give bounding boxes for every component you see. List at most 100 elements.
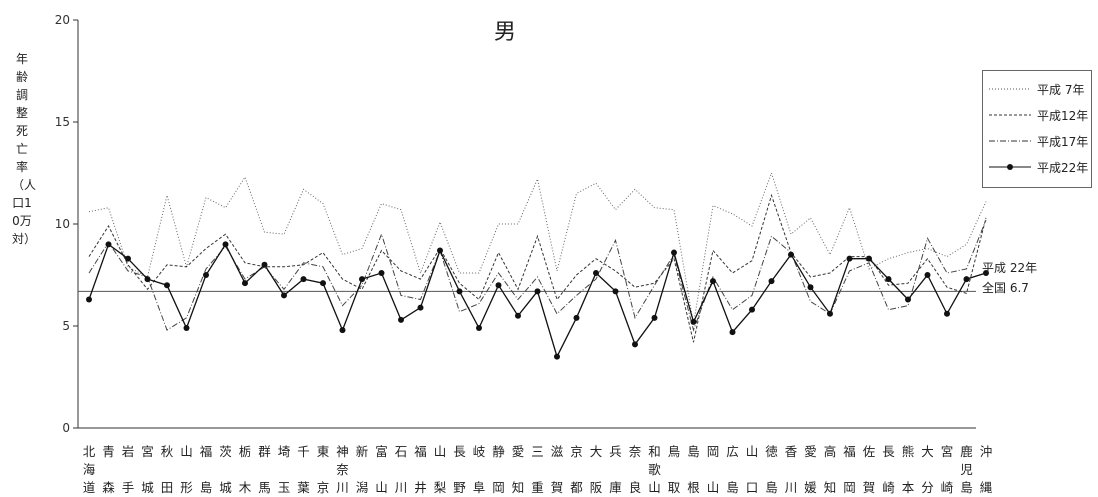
data-point xyxy=(456,288,463,295)
y-tick-label: 20 xyxy=(55,13,70,27)
x-tick-label: 高知 xyxy=(824,444,837,495)
data-point xyxy=(671,249,677,256)
x-tick-label: 栃木 xyxy=(239,444,252,495)
data-point xyxy=(164,282,170,289)
x-tick-label: 岩手 xyxy=(122,444,135,495)
data-point xyxy=(690,318,697,325)
x-tick-label: 山梨 xyxy=(434,444,447,495)
data-point xyxy=(827,310,833,317)
x-tick-label: 宮崎 xyxy=(941,444,954,495)
x-tick-label: 静岡 xyxy=(492,444,505,495)
data-point xyxy=(749,306,755,313)
x-tick-label: 三重 xyxy=(531,444,544,495)
data-point xyxy=(924,272,931,278)
y-tick-label: 10 xyxy=(55,217,70,231)
data-point xyxy=(944,310,950,317)
data-point xyxy=(437,247,443,254)
x-tick-label: 青森 xyxy=(102,444,115,495)
x-tick-label: 千葉 xyxy=(297,444,310,495)
data-point xyxy=(573,314,580,321)
x-tick-label: 福岡 xyxy=(843,444,856,495)
data-point xyxy=(144,276,151,283)
x-tick-label: 福井 xyxy=(414,444,427,495)
data-point xyxy=(593,269,599,276)
data-point xyxy=(203,272,209,278)
legend-label: 平成22年 xyxy=(1037,161,1089,175)
reference-label-value: 全国 6.7 xyxy=(982,281,1029,296)
data-point xyxy=(788,251,794,258)
legend-label: 平成 7年 xyxy=(1037,83,1085,97)
data-point xyxy=(86,296,92,303)
legend-label: 平成17年 xyxy=(1037,135,1089,149)
x-tick-label: 愛媛 xyxy=(804,444,817,495)
data-point xyxy=(905,296,911,303)
data-point xyxy=(105,241,112,248)
x-tick-label: 兵庫 xyxy=(609,444,622,495)
data-point xyxy=(534,288,541,295)
series-line-2 xyxy=(88,219,987,332)
x-tick-label: 富山 xyxy=(375,444,388,495)
data-point xyxy=(300,276,307,283)
data-point xyxy=(222,241,229,248)
x-tick-label: 東京 xyxy=(317,444,330,495)
data-point xyxy=(807,284,814,291)
x-tick-label: 岡山 xyxy=(707,444,720,495)
x-tick-label: 山口 xyxy=(746,444,759,495)
data-point xyxy=(866,255,872,262)
x-tick-label: 和歌山 xyxy=(648,444,661,495)
data-point xyxy=(651,314,658,321)
x-tick-label: 宮城 xyxy=(141,444,154,495)
data-point xyxy=(768,278,775,285)
data-point xyxy=(242,280,248,287)
x-tick-label: 佐賀 xyxy=(863,444,876,495)
x-tick-label: 北海道 xyxy=(83,444,96,495)
x-tick-label: 島根 xyxy=(687,444,700,495)
data-point xyxy=(476,325,482,332)
x-tick-label: 長野 xyxy=(453,444,466,495)
x-tick-label: 埼玉 xyxy=(278,444,291,495)
data-point xyxy=(632,341,638,348)
legend-label: 平成12年 xyxy=(1037,109,1089,123)
x-tick-label: 熊本 xyxy=(902,444,915,495)
legend-item-h17: 平成17年 xyxy=(989,131,1089,151)
x-tick-label: 石川 xyxy=(395,444,408,495)
x-tick-label: 福島 xyxy=(200,444,213,495)
data-point xyxy=(495,282,502,289)
data-point xyxy=(417,304,424,311)
x-tick-label: 山形 xyxy=(180,444,193,495)
x-tick-label: 大阪 xyxy=(590,444,603,495)
reference-label-year: 平成 22年 xyxy=(982,261,1038,276)
data-point xyxy=(339,327,346,334)
x-tick-label: 新潟 xyxy=(356,444,369,495)
y-tick-label: 0 xyxy=(62,421,70,435)
x-tick-label: 鹿児島 xyxy=(960,444,973,495)
x-tick-label: 群馬 xyxy=(258,444,271,495)
data-point xyxy=(729,329,736,336)
data-point xyxy=(612,288,619,295)
x-tick-label: 秋田 xyxy=(161,444,174,495)
series-line-1 xyxy=(88,193,987,343)
x-tick-label: 広島 xyxy=(726,444,739,495)
data-point xyxy=(398,316,404,323)
x-tick-label: 奈良 xyxy=(629,444,642,495)
y-tick-label: 5 xyxy=(62,319,70,333)
data-point xyxy=(125,255,131,262)
y-axis-label: 年齢調整死亡率（人口10万対） xyxy=(12,52,37,246)
x-tick-label: 大分 xyxy=(921,444,934,495)
x-tick-label: 滋賀 xyxy=(551,444,564,495)
data-point xyxy=(710,278,716,285)
x-tick-label: 愛知 xyxy=(512,444,525,495)
data-point xyxy=(320,280,326,287)
x-tick-label: 茨城 xyxy=(219,444,232,495)
data-point xyxy=(281,292,287,299)
data-point xyxy=(378,269,385,276)
data-point xyxy=(515,312,521,319)
x-tick-label: 鳥取 xyxy=(668,444,681,495)
data-point xyxy=(261,261,268,268)
x-tick-label: 京都 xyxy=(570,444,583,495)
x-tick-label: 長崎 xyxy=(882,444,895,495)
y-tick-label: 15 xyxy=(55,115,70,129)
data-point xyxy=(885,276,892,283)
legend: 平成 7年 平成12年 平成17年 平成22年 xyxy=(982,70,1092,188)
